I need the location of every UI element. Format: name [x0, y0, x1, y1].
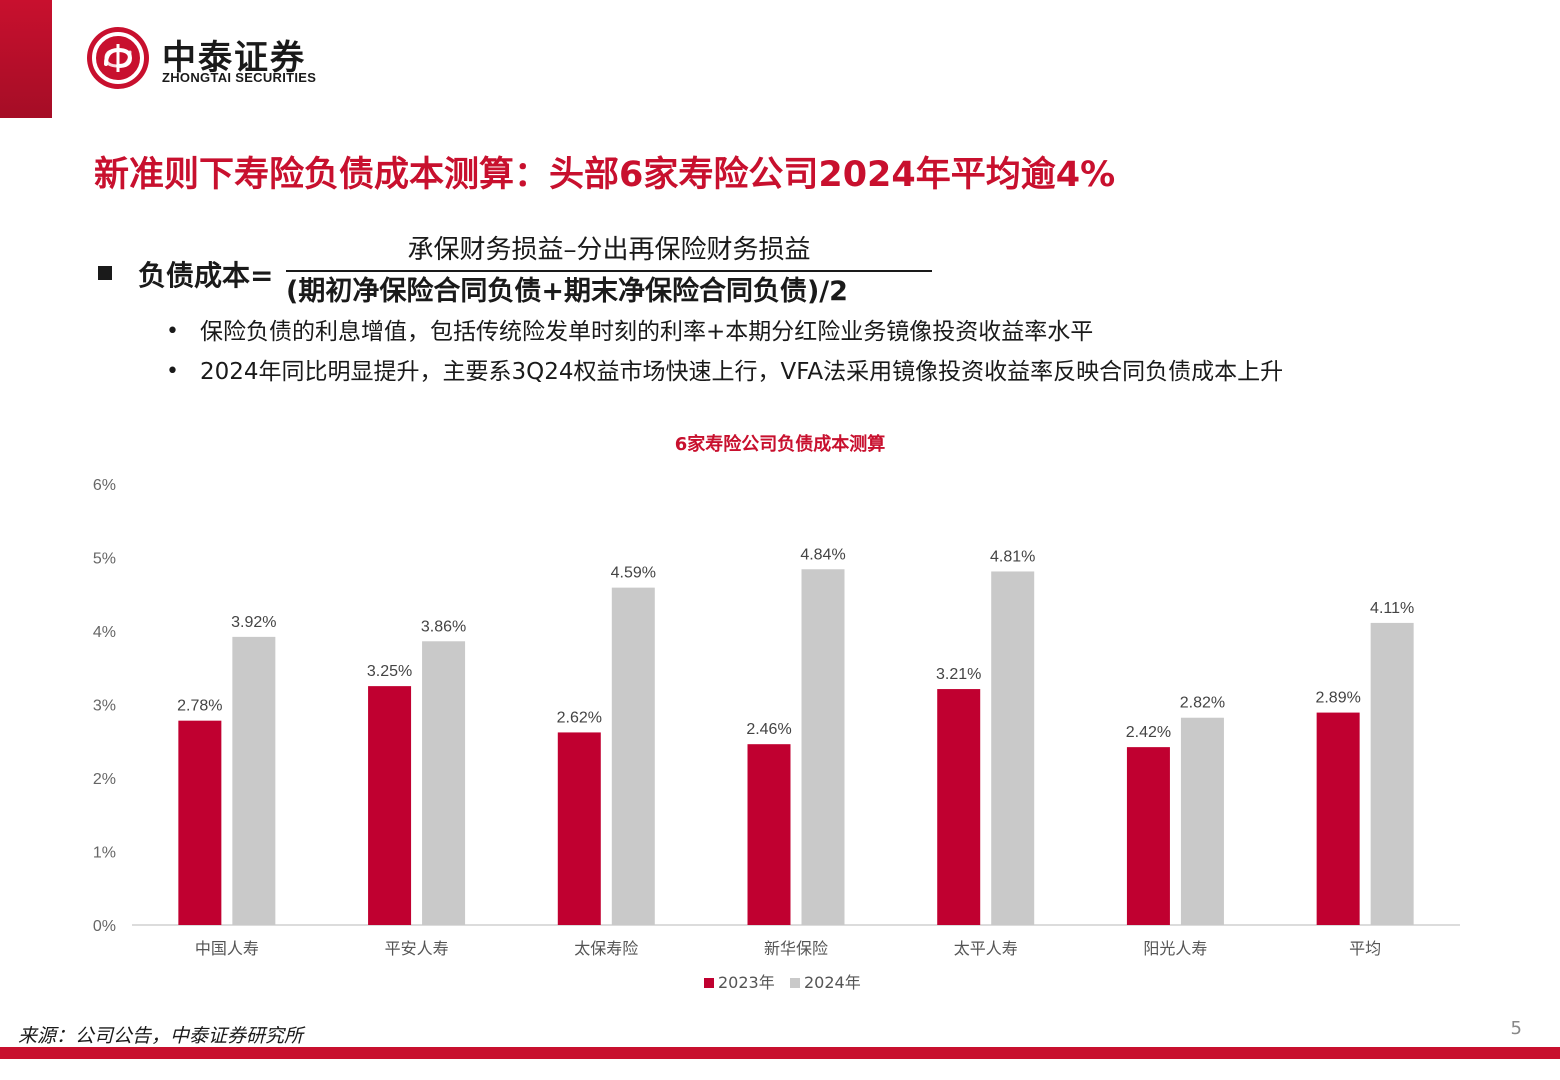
fraction-line	[286, 270, 932, 272]
x-tick-label: 阳光人寿	[1143, 939, 1207, 958]
data-label: 3.86%	[421, 618, 466, 635]
page-number: 5	[1510, 1018, 1522, 1039]
legend-swatch	[790, 978, 800, 988]
formula-fraction: 承保财务损益–分出再保险财务损益 (期初净保险合同负债+期末净保险合同负债)/2	[286, 232, 932, 310]
bar-chart: 0% 1% 2% 3% 4% 5% 6% 2.78% 3.92% 中国人寿 3.25% 3.86% 平安…	[93, 477, 1460, 992]
x-tick-label: 中国人寿	[195, 939, 259, 958]
bar-2023	[1316, 712, 1360, 925]
data-label: 2.78%	[177, 698, 222, 715]
formula-block: 负债成本= 承保财务损益–分出再保险财务损益 (期初净保险合同负债+期末净保险合…	[94, 232, 994, 312]
data-label: 2.62%	[557, 709, 602, 726]
bar-2024	[1370, 622, 1414, 925]
legend-swatch	[704, 978, 714, 988]
brand-name-en: ZHONGTAI SECURITIES	[162, 70, 317, 85]
bullet-dot-icon: •	[166, 319, 179, 344]
data-label: 2.89%	[1315, 690, 1360, 707]
data-label: 4.84%	[800, 546, 845, 563]
bar-2024	[801, 569, 845, 925]
slide-title: 新准则下寿险负债成本测算：头部6家寿险公司2024年平均逾4%	[94, 155, 1116, 195]
square-bullet-icon	[98, 266, 112, 280]
y-tick-label: 2%	[93, 771, 116, 788]
data-label: 4.11%	[1370, 600, 1414, 617]
chart-title: 6家寿险公司负债成本测算	[674, 434, 886, 455]
y-tick-label: 3%	[93, 698, 116, 715]
bar-2024	[1180, 717, 1224, 925]
y-tick-label: 4%	[93, 624, 116, 641]
source-note: 来源：公司公告，中泰证券研究所	[18, 1025, 304, 1047]
bullet-list: • 保险负债的利息增值，包括传统险发单时刻的利率+本期分红险业务镜像投资收益率水…	[160, 316, 1460, 396]
bar-2023	[557, 732, 601, 925]
formula-numerator: 承保财务损益–分出再保险财务损益	[407, 235, 811, 265]
corner-accent-bar	[0, 0, 52, 118]
bar-2023	[1126, 747, 1170, 925]
bar-2024	[611, 587, 655, 925]
data-label: 2.82%	[1180, 695, 1225, 712]
data-label: 3.92%	[231, 614, 276, 631]
brand-logo: 中泰证券 ZHONGTAI SECURITIES	[84, 24, 344, 94]
formula-denominator: (期初净保险合同负债+期末净保险合同负债)/2	[286, 276, 848, 307]
zhongtai-logo-icon	[87, 27, 149, 89]
bullet-text: 保险负债的利息增值，包括传统险发单时刻的利率+本期分红险业务镜像投资收益率水平	[200, 319, 1094, 345]
bottom-accent-bar	[0, 1047, 1560, 1059]
bar-2024	[422, 641, 466, 925]
data-label: 2.42%	[1126, 724, 1171, 741]
bar-2023	[747, 744, 791, 925]
legend-label: 2023年	[718, 973, 775, 992]
bar-2023	[937, 689, 981, 925]
x-tick-label: 平安人寿	[385, 939, 449, 958]
data-label: 4.59%	[611, 565, 656, 582]
y-tick-label: 5%	[93, 551, 116, 568]
formula-label: 负债成本=	[138, 259, 274, 292]
y-tick-label: 6%	[93, 477, 116, 494]
x-tick-label: 新华保险	[764, 939, 828, 958]
list-item: • 2024年同比明显提升，主要系3Q24权益市场快速上行，VFA法采用镜像投资…	[160, 356, 1460, 388]
data-label: 3.25%	[367, 663, 412, 680]
data-label: 2.46%	[746, 721, 791, 738]
x-tick-label: 平均	[1349, 939, 1381, 958]
legend-label: 2024年	[804, 973, 861, 992]
x-tick-label: 太平人寿	[954, 939, 1018, 958]
x-tick-label: 太保寿险	[574, 939, 638, 958]
y-tick-label: 0%	[93, 918, 116, 935]
brand-name-cn: 中泰证券	[162, 38, 306, 78]
y-tick-label: 1%	[93, 845, 116, 862]
data-label: 4.81%	[990, 548, 1035, 565]
bullet-text: 2024年同比明显提升，主要系3Q24权益市场快速上行，VFA法采用镜像投资收益…	[200, 359, 1284, 385]
data-label: 3.21%	[936, 666, 981, 683]
bar-2024	[232, 636, 276, 925]
bar-2024	[991, 571, 1035, 925]
bar-2023	[178, 720, 222, 925]
bullet-dot-icon: •	[166, 359, 179, 384]
bar-2023	[368, 686, 412, 925]
list-item: • 保险负债的利息增值，包括传统险发单时刻的利率+本期分红险业务镜像投资收益率水…	[160, 316, 1460, 348]
